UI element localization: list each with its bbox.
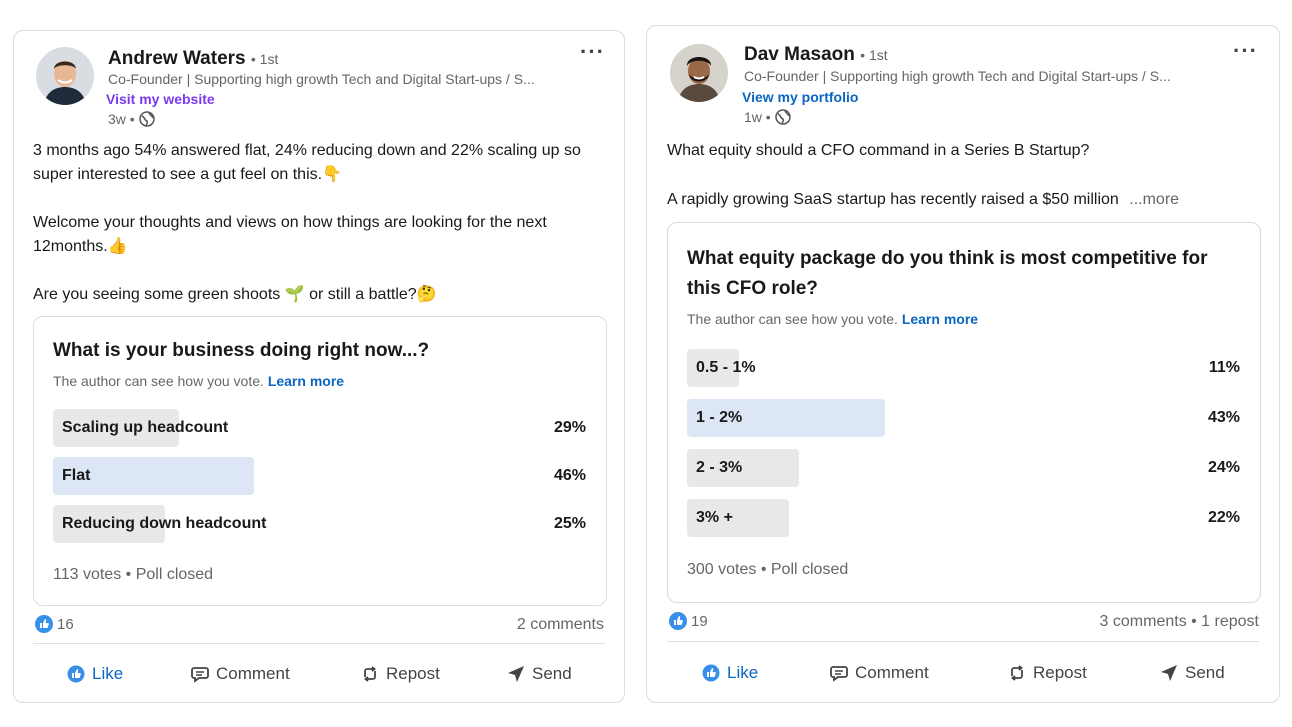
poll-option-label: Flat [62, 467, 91, 484]
globe-icon [138, 111, 155, 127]
learn-more-link[interactable]: Learn more [267, 373, 345, 389]
like-button[interactable]: Like [66, 664, 123, 684]
poll-option-percent: 25% [553, 515, 586, 532]
connection-degree: • 1st [860, 47, 888, 63]
divider [667, 641, 1259, 642]
post-body-line: What equity should a CFO command in a Se… [667, 142, 1090, 159]
poll: What is your business doing right now...… [33, 316, 607, 606]
poll-privacy-note: The author can see how you vote. Learn m… [53, 373, 345, 389]
send-button[interactable]: Send [506, 664, 572, 684]
poll-option-percent: 29% [553, 419, 586, 436]
poll-option-label: 1 - 2% [696, 409, 743, 426]
post-body-line: Are you seeing some green shoots 🌱 or st… [33, 286, 437, 303]
like-reaction-icon [35, 615, 53, 633]
poll-result-bar [687, 499, 789, 537]
repost-button[interactable]: Repost [1007, 663, 1087, 683]
comment-button[interactable]: Comment [829, 663, 929, 683]
author-headline: Co-Founder | Supporting high growth Tech… [744, 68, 1171, 84]
see-more-link[interactable]: ...more [1129, 191, 1180, 208]
author-name[interactable]: Dav Masaon • 1st [744, 44, 888, 65]
poll-option: Flat 46% [53, 457, 586, 495]
poll-question: What is your business doing right now...… [53, 340, 430, 361]
send-icon [508, 666, 524, 682]
poll-option-label: 3% + [696, 509, 733, 526]
poll-result-bar [53, 505, 165, 543]
post-card-dav-masaon: Dav Masaon • 1st Co-Founder | Supporting… [646, 25, 1280, 703]
poll-result-bar-selected [53, 457, 254, 495]
more-options-icon[interactable]: ··· [1233, 38, 1258, 63]
poll-result-bar [687, 449, 799, 487]
poll-option-percent: 11% [1208, 359, 1240, 376]
send-button[interactable]: Send [1159, 663, 1225, 683]
author-headline: Co-Founder | Supporting high growth Tech… [108, 71, 535, 87]
comment-count[interactable]: 2 comments [516, 616, 604, 633]
post-card-andrew-waters: Andrew Waters • 1st Co-Founder | Support… [13, 30, 625, 703]
comments-reposts-count[interactable]: 3 comments • 1 repost [1099, 613, 1259, 630]
learn-more-link[interactable]: Learn more [901, 311, 979, 327]
poll-option-percent: 43% [1207, 409, 1240, 426]
poll-option-label: Reducing down headcount [62, 515, 267, 532]
post-body-line: A rapidly growing SaaS startup has recen… [667, 191, 1180, 208]
poll-result-bar [53, 409, 179, 447]
poll-privacy-note: The author can see how you vote. Learn m… [687, 311, 979, 327]
website-link[interactable]: Visit my website [106, 91, 215, 107]
poll-question: What equity package do you think is most… [687, 248, 1208, 299]
repost-button[interactable]: Repost [360, 664, 440, 684]
globe-icon [774, 109, 791, 125]
poll-option: 1 - 2% 43% [687, 399, 1240, 437]
divider [33, 643, 605, 644]
like-icon [702, 664, 720, 682]
post-time: 3w • [108, 111, 155, 127]
comment-icon [830, 666, 848, 682]
avatar[interactable] [670, 44, 728, 102]
post-body-line: 3 months ago 54% answered flat, 24% redu… [33, 142, 581, 183]
poll-option-label: 0.5 - 1% [696, 359, 756, 376]
poll-result-bar-selected [687, 399, 885, 437]
poll-option: Scaling up headcount 29% [53, 409, 586, 447]
like-button[interactable]: Like [701, 663, 758, 683]
poll-option-label: 2 - 3% [696, 459, 743, 476]
poll-result-bar [687, 349, 739, 387]
poll-option-label: Scaling up headcount [62, 419, 229, 436]
comment-icon [191, 667, 209, 683]
reaction-count[interactable]: 16 [35, 615, 74, 633]
poll: What equity package do you think is most… [667, 222, 1261, 603]
post-body-line: Welcome your thoughts and views on how t… [33, 214, 547, 255]
more-options-icon[interactable]: ··· [580, 39, 605, 64]
poll-votes-status: 113 votes • Poll closed [53, 566, 214, 583]
like-reaction-icon [669, 612, 687, 630]
connection-degree: • 1st [250, 51, 279, 67]
poll-option-percent: 46% [553, 467, 586, 484]
poll-option: 0.5 - 1% 11% [687, 349, 1240, 387]
repost-icon [1011, 665, 1023, 681]
send-icon [1161, 665, 1177, 681]
poll-option-percent: 24% [1207, 459, 1240, 476]
poll-votes-status: 300 votes • Poll closed [687, 561, 849, 578]
reaction-count[interactable]: 19 [669, 612, 708, 630]
poll-option: Reducing down headcount 25% [53, 505, 586, 543]
post-time: 1w • [744, 109, 791, 125]
like-icon [67, 665, 85, 683]
comment-button[interactable]: Comment [190, 664, 290, 684]
portfolio-link[interactable]: View my portfolio [742, 89, 859, 105]
poll-option: 2 - 3% 24% [687, 449, 1240, 487]
author-name[interactable]: Andrew Waters • 1st [108, 48, 279, 69]
poll-option-percent: 22% [1207, 509, 1240, 526]
avatar[interactable] [36, 47, 94, 105]
poll-option: 3% + 22% [687, 499, 1240, 537]
repost-icon [364, 666, 376, 682]
